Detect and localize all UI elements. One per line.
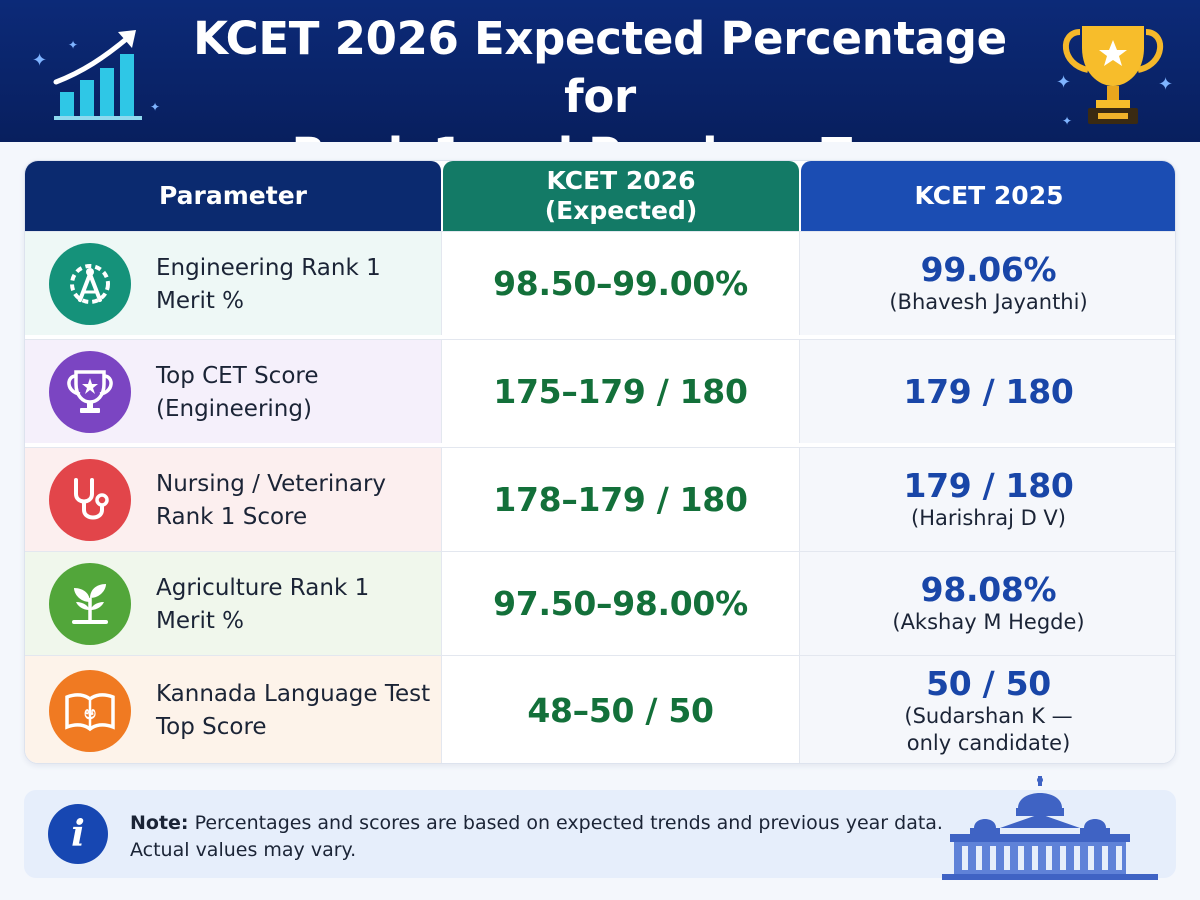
kcet-2025-value: 98.08% xyxy=(920,570,1057,609)
parameter-label-line-2: Merit % xyxy=(156,608,245,634)
header-parameter-label: Parameter xyxy=(159,181,307,210)
table-row: Top CET Score (Engineering) 175–179 / 18… xyxy=(25,339,1175,443)
sparkle-icon: ✦ xyxy=(1062,114,1073,128)
trophy-icon xyxy=(1062,26,1164,124)
kcet-2025-value: 99.06% xyxy=(920,250,1057,289)
header-kcet-2026-label: KCET 2026 xyxy=(546,166,696,195)
parameter-cell: ಅ Kannada Language Test Top Score xyxy=(25,656,441,763)
trophy-star-icon xyxy=(49,350,131,433)
parameter-label-line-1: Nursing / Veterinary xyxy=(156,471,387,497)
vidhana-soudha-building-icon xyxy=(942,776,1158,880)
note-line-1-text: Percentages and scores are based on expe… xyxy=(188,812,943,834)
parameter-cell: Engineering Rank 1 Merit % xyxy=(25,232,441,335)
kcet-2025-topper: (Bhavesh Jayanthi) xyxy=(889,290,1088,314)
table-row: Engineering Rank 1 Merit % 98.50–99.00% … xyxy=(25,231,1175,335)
page-title-line-1: KCET 2026 Expected Percentage for xyxy=(193,12,1007,123)
sparkle-icon: ✦ xyxy=(1158,74,1174,95)
parameter-cell: Top CET Score (Engineering) xyxy=(25,340,441,443)
expected-2026-value: 48–50 / 50 xyxy=(527,691,714,730)
engineering-gear-compass-icon xyxy=(49,242,131,325)
sparkle-icon: ✦ xyxy=(150,100,161,114)
expected-2026-value: 178–179 / 180 xyxy=(493,480,748,519)
parameter-label-line-2: Merit % xyxy=(156,288,245,314)
header-kcet-2025-label: KCET 2025 xyxy=(914,181,1064,210)
parameter-label-line-1: Kannada Language Test xyxy=(156,681,431,707)
note-line-1: Note: Percentages and scores are based o… xyxy=(130,810,950,837)
kcet-2025-cell: 50 / 50 (Sudarshan K — only candidate) xyxy=(799,656,1175,763)
expected-2026-value: 175–179 / 180 xyxy=(493,372,748,411)
parameter-cell: Nursing / Veterinary Rank 1 Score xyxy=(25,448,441,551)
parameter-label-line-1: Agriculture Rank 1 xyxy=(156,575,370,601)
header-kcet-2026: KCET 2026 (Expected) xyxy=(443,161,799,231)
page-title: KCET 2026 Expected Percentage for Rank 1… xyxy=(150,10,1050,142)
info-icon-glyph: i xyxy=(71,813,85,855)
comparison-table: Parameter KCET 2026 (Expected) KCET 2025… xyxy=(24,160,1176,764)
kcet-2025-topper: (Harishraj D V) xyxy=(911,506,1066,530)
parameter-label-line-1: Engineering Rank 1 xyxy=(156,255,381,281)
expected-2026-cell: 48–50 / 50 xyxy=(441,656,799,763)
svg-text:ಅ: ಅ xyxy=(84,703,96,724)
header-kcet-2026-sublabel: (Expected) xyxy=(544,196,698,225)
note-text: Note: Percentages and scores are based o… xyxy=(130,810,950,864)
parameter-label: Top CET Score (Engineering) xyxy=(156,360,436,426)
kcet-2025-cell: 179 / 180 (Harishraj D V) xyxy=(799,448,1175,551)
info-icon: i xyxy=(48,804,108,864)
parameter-cell: Agriculture Rank 1 Merit % xyxy=(25,552,441,655)
expected-2026-cell: 175–179 / 180 xyxy=(441,340,799,443)
kcet-2025-topper: (Sudarshan K — xyxy=(904,703,1073,728)
growth-chart-icon xyxy=(53,30,142,120)
parameter-label: Agriculture Rank 1 Merit % xyxy=(156,572,436,638)
parameter-label: Engineering Rank 1 Merit % xyxy=(156,252,436,318)
kcet-2025-cell: 98.08% (Akshay M Hegde) xyxy=(799,552,1175,655)
kannada-book-icon: ಅ xyxy=(49,669,131,752)
table-row: Nursing / Veterinary Rank 1 Score 178–17… xyxy=(25,447,1175,551)
table-row: ಅ Kannada Language Test Top Score 48–50 … xyxy=(25,655,1175,763)
expected-2026-value: 98.50–99.00% xyxy=(493,264,748,303)
header-banner: ✦ ✦ ✦ ✦ ✦ ✦ KCET 2026 Expected Percentag… xyxy=(0,0,1200,142)
parameter-label-line-2: (Engineering) xyxy=(156,396,312,422)
kcet-2025-cell: 99.06% (Bhavesh Jayanthi) xyxy=(799,232,1175,335)
header-parameter: Parameter xyxy=(25,161,441,231)
parameter-label-line-2: Rank 1 Score xyxy=(156,504,308,530)
kcet-2025-value: 50 / 50 xyxy=(926,663,1051,703)
expected-2026-cell: 178–179 / 180 xyxy=(441,448,799,551)
plant-sprout-icon xyxy=(49,562,131,645)
kcet-2025-value: 179 / 180 xyxy=(903,371,1074,411)
table-row: Agriculture Rank 1 Merit % 97.50–98.00% … xyxy=(25,551,1175,655)
parameter-label: Nursing / Veterinary Rank 1 Score xyxy=(156,468,436,534)
kcet-2025-topper: (Akshay M Hegde) xyxy=(892,610,1085,634)
kcet-2025-cell: 179 / 180 xyxy=(799,340,1175,443)
kcet-2025-topper-note: only candidate) xyxy=(906,730,1071,755)
kcet-2025-value: 179 / 180 xyxy=(903,466,1074,505)
parameter-label-line-1: Top CET Score xyxy=(156,363,319,389)
header-kcet-2025: KCET 2025 xyxy=(801,161,1175,231)
note-line-2: Actual values may vary. xyxy=(130,839,357,861)
sparkle-icon: ✦ xyxy=(1056,72,1072,93)
table-header: Parameter KCET 2026 (Expected) KCET 2025 xyxy=(25,161,1175,231)
parameter-label-line-2: Top Score xyxy=(156,714,267,740)
note-label: Note: xyxy=(130,812,189,834)
sparkle-icon: ✦ xyxy=(32,50,48,71)
expected-2026-value: 97.50–98.00% xyxy=(493,584,748,623)
stethoscope-icon xyxy=(49,458,131,541)
sparkle-icon: ✦ xyxy=(68,38,79,52)
parameter-label: Kannada Language Test Top Score xyxy=(156,678,436,744)
page-title-line-2: Rank 1 and Previous Top Performers xyxy=(150,126,1050,142)
expected-2026-cell: 97.50–98.00% xyxy=(441,552,799,655)
expected-2026-cell: 98.50–99.00% xyxy=(441,232,799,335)
